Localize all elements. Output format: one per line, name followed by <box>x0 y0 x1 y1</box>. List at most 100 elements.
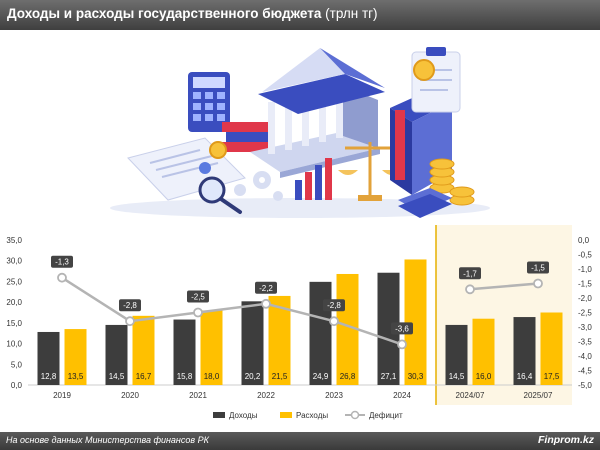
y-left-tick: 10,0 <box>6 340 22 349</box>
deficit-marker <box>193 307 203 318</box>
money-icon <box>398 188 452 218</box>
deficit-label-box <box>255 281 277 294</box>
bar-income <box>241 301 264 385</box>
deficit-label-box <box>187 290 209 303</box>
x-category-label: 2023 <box>325 391 343 400</box>
bar-income <box>377 272 400 385</box>
bar-income-label: 15,8 <box>177 372 193 381</box>
bar-income-label: 20,2 <box>245 372 261 381</box>
page-title: Доходы и расходы государственного бюджет… <box>7 6 378 21</box>
y-left-tick: 0,0 <box>11 381 23 390</box>
deficit-label: -1,7 <box>463 269 477 278</box>
deficit-label: -2,8 <box>327 301 341 310</box>
x-category-label: 2022 <box>257 391 275 400</box>
y-right-tick: -2,5 <box>578 309 592 318</box>
deficit-line: -1,3 -2,8 -2,5 -2,2 -2,8 -3,6 -1,7 -1,5 <box>51 255 549 350</box>
budget-illustration <box>110 47 490 218</box>
bar-income <box>37 331 60 385</box>
y-right-tick: -3,0 <box>578 323 592 332</box>
bar-expense <box>132 315 155 385</box>
bar-expense <box>404 259 427 385</box>
bar-expense-label: 21,5 <box>272 372 288 381</box>
x-axis-categories: 2019 2020 2021 2022 2023 2024 2024/07 2025/07 <box>53 391 553 400</box>
y-right-tick: -2,0 <box>578 294 592 303</box>
source-note: На основе данных Министерства финансов Р… <box>6 435 209 445</box>
y-right-tick: -1,0 <box>578 265 592 274</box>
x-category-label: 2020 <box>121 391 139 400</box>
y-left-tick: 30,0 <box>6 257 22 266</box>
deficit-marker <box>397 339 407 350</box>
deficit-label: -1,3 <box>55 258 69 267</box>
bar-expense <box>268 295 291 385</box>
deficit-line-segment <box>469 282 539 291</box>
y-right-tick: -4,0 <box>578 352 592 361</box>
bar-income-label: 24,9 <box>313 372 329 381</box>
y-left-tick: 35,0 <box>6 236 22 245</box>
brand-link[interactable]: Finprom.kz <box>537 434 594 446</box>
deficit-label-box <box>323 299 345 312</box>
y-left-tick: 15,0 <box>6 319 22 328</box>
legend-expense: Расходы <box>296 411 328 420</box>
bar-expense <box>540 312 563 385</box>
bar-expense-label: 13,5 <box>68 372 84 381</box>
y-right-tick: -0,5 <box>578 251 592 260</box>
deficit-line-segment <box>61 276 403 346</box>
title-main: Доходы и расходы государственного бюджет… <box>7 6 322 21</box>
books-icon <box>222 122 274 152</box>
deficit-marker <box>125 316 135 327</box>
y-axis-right: 0,0 -0,5 -1,0 -1,5 -2,0 -2,5 -3,0 -3,5 -4,0 -4,5 -… <box>578 236 592 390</box>
deficit-label: -3,6 <box>395 324 409 333</box>
y-right-tick: -5,0 <box>578 381 592 390</box>
deficit-marker <box>261 298 271 309</box>
x-category-label: 2024 <box>393 391 411 400</box>
title-bar: Доходы и расходы государственного бюджет… <box>0 0 600 30</box>
bars: 12,8 13,5 14,5 16,7 15,8 18,0 20,2 21,5 24,9 26,8… <box>37 259 563 385</box>
x-category-label: 2021 <box>189 391 207 400</box>
bar-income <box>513 317 536 385</box>
footer-bar: На основе данных Министерства финансов Р… <box>0 432 600 450</box>
legend-deficit: Дефицит <box>369 411 403 420</box>
deficit-marker <box>465 284 475 295</box>
legend-swatch-income <box>213 412 225 418</box>
y-axis-left: 0,0 5,0 10,0 15,0 20,0 25,0 30,0 35,0 <box>6 236 22 390</box>
x-category-label: 2024/07 <box>456 391 485 400</box>
y-right-tick: -1,5 <box>578 280 592 289</box>
bar-expense-label: 18,0 <box>204 372 220 381</box>
deficit-label-box <box>119 299 141 312</box>
bar-income-label: 14,5 <box>449 372 465 381</box>
bar-expense-label: 16,0 <box>476 372 492 381</box>
bar-expense-label: 30,3 <box>408 372 424 381</box>
bar-income-label: 27,1 <box>381 372 397 381</box>
bar-income <box>445 324 468 385</box>
calculator-icon <box>188 72 230 132</box>
deficit-label-box <box>391 322 413 335</box>
bar-expense-label: 26,8 <box>340 372 356 381</box>
bar-expense-label: 16,7 <box>136 372 152 381</box>
deficit-marker <box>533 278 543 289</box>
legend-income: Доходы <box>229 411 258 420</box>
legend: Доходы Расходы Дефицит <box>213 410 403 420</box>
bar-income-label: 16,4 <box>517 372 533 381</box>
mini-chart-icon <box>295 158 332 200</box>
bar-income-label: 14,5 <box>109 372 125 381</box>
bar-income <box>173 319 196 385</box>
bar-income <box>309 281 332 385</box>
bar-expense-label: 17,5 <box>544 372 560 381</box>
deficit-label-box <box>51 255 73 268</box>
bank-building-icon <box>250 48 385 178</box>
magnifier-icon <box>198 176 242 214</box>
deficit-marker <box>57 272 67 283</box>
deficit-label-box <box>459 267 481 280</box>
deficit-label: -2,2 <box>259 284 273 293</box>
bar-expense <box>64 329 87 385</box>
legend-swatch-expense <box>280 412 292 418</box>
title-unit: (трлн тг) <box>325 6 378 21</box>
y-right-tick: 0,0 <box>578 236 590 245</box>
y-left-tick: 5,0 <box>11 360 23 369</box>
y-right-tick: -4,5 <box>578 367 592 376</box>
deficit-label-box <box>527 261 549 274</box>
bar-income <box>105 324 128 385</box>
x-category-label: 2019 <box>53 391 71 400</box>
bar-expense <box>200 310 223 385</box>
deficit-label: -2,5 <box>191 293 205 302</box>
